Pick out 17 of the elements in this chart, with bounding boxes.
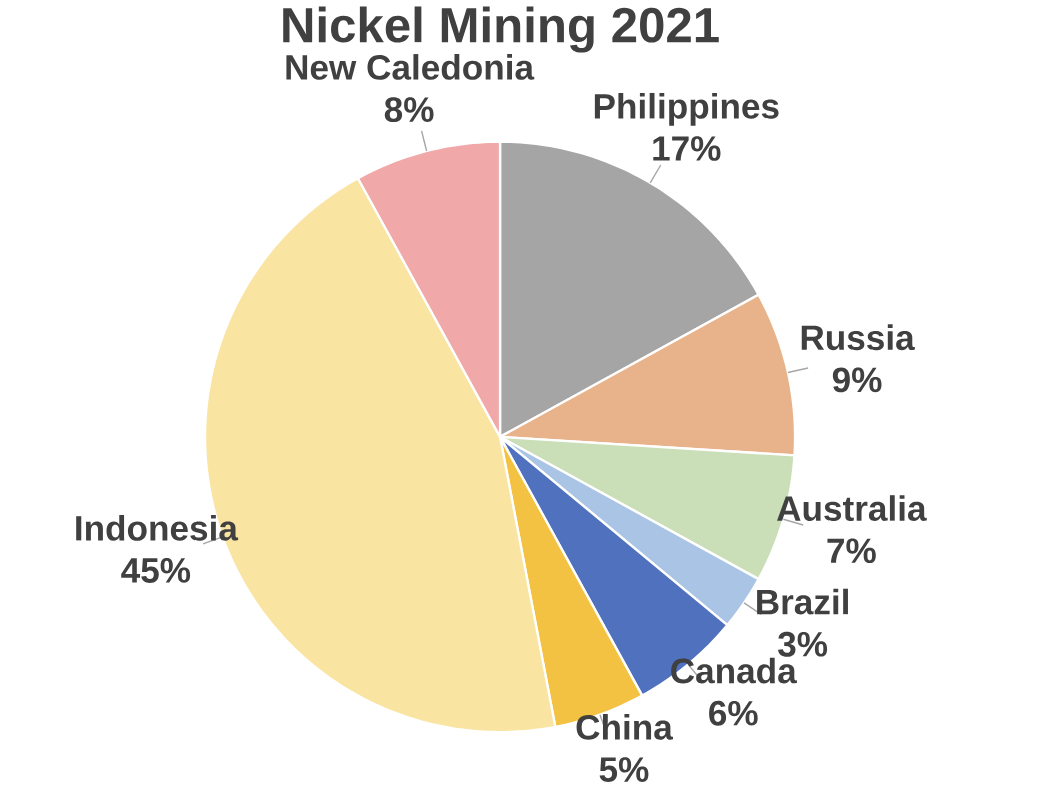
slice-label: Indonesia: [76, 514, 239, 541]
data-label: 9%: [832, 367, 882, 393]
data-label: 8%: [384, 97, 434, 123]
data-label: 6%: [709, 700, 758, 726]
slice-label: Australia: [777, 495, 927, 521]
data-label: 5%: [599, 757, 649, 782]
slice-label: China: [576, 714, 673, 740]
data-label: 7%: [827, 538, 876, 564]
slice-label: Russia: [801, 324, 915, 351]
data-label: 3%: [778, 631, 828, 657]
slice-label: New Caledonia: [286, 54, 535, 80]
slice-label: Philippines: [594, 92, 779, 126]
slice-label: Canada: [671, 657, 797, 684]
data-label: 17%: [653, 136, 721, 161]
data-label: 45%: [121, 558, 191, 583]
slice-label: Brazil: [757, 588, 848, 615]
chart-title: Nickel Mining 2021: [283, 6, 719, 53]
